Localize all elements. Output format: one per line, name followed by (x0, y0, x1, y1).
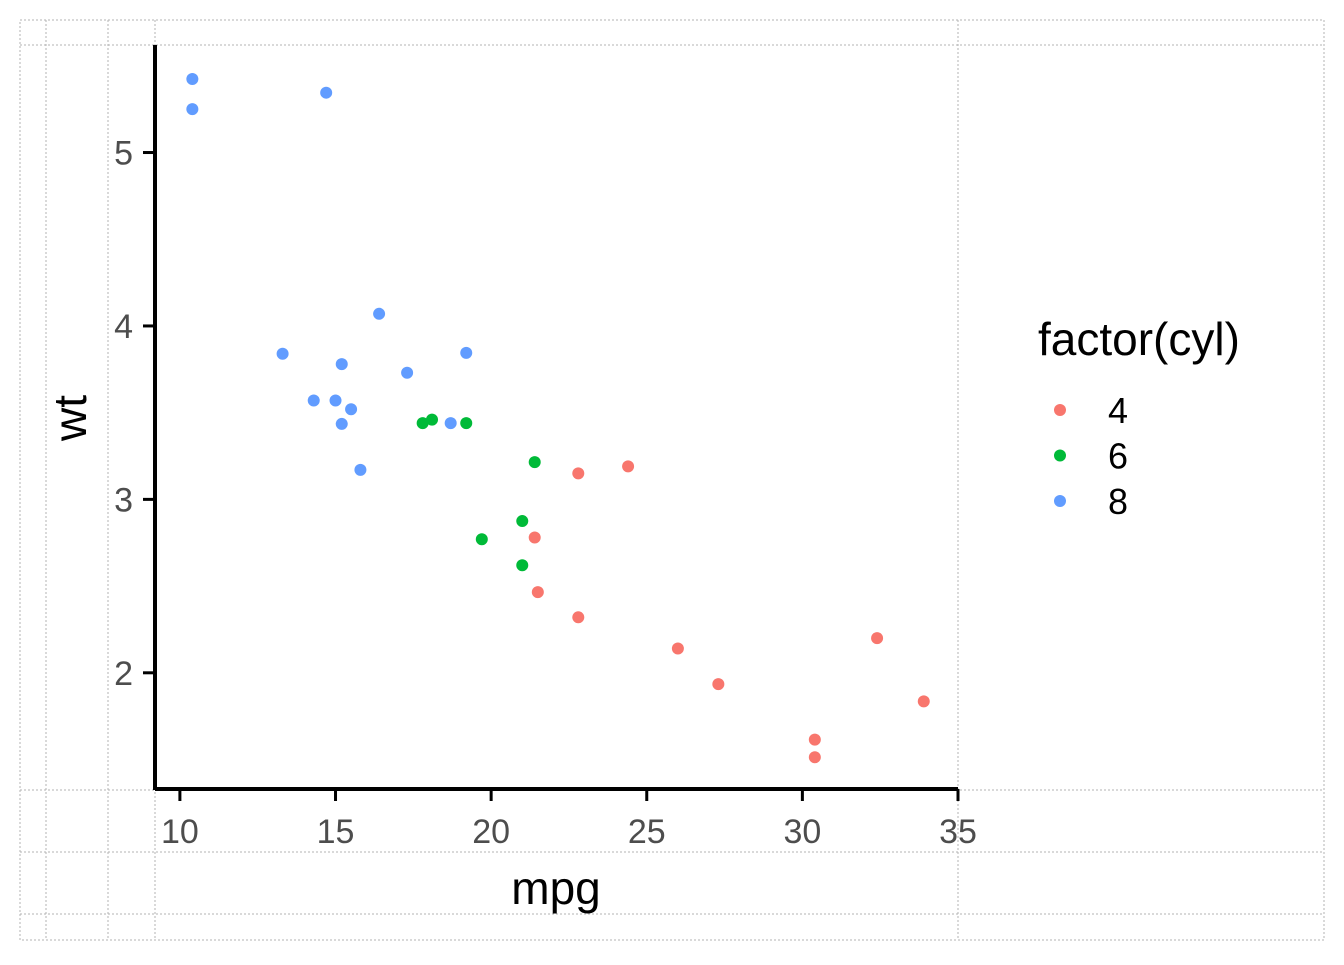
data-point-cyl-8 (329, 394, 342, 407)
y-axis-title: wt (44, 395, 96, 442)
data-point-cyl-6 (516, 515, 529, 528)
data-point-cyl-4 (917, 695, 930, 708)
data-point-cyl-4 (808, 733, 821, 746)
data-point-cyl-8 (186, 103, 199, 116)
data-point-cyl-4 (808, 751, 821, 764)
y-tick-label: 5 (114, 135, 133, 173)
x-tick-label: 10 (161, 813, 199, 851)
data-point-cyl-6 (516, 559, 529, 572)
legend-label-4: 4 (1108, 390, 1128, 431)
data-point-cyl-8 (345, 403, 358, 416)
data-point-cyl-4 (572, 611, 585, 624)
legend: factor(cyl) 4 68 (1038, 313, 1240, 522)
x-tick-label: 20 (472, 813, 510, 851)
x-tick-label: 30 (783, 813, 821, 851)
legend-items: 4 68 (1054, 390, 1128, 522)
legend-label-8: 8 (1108, 481, 1128, 522)
data-point-cyl-6 (460, 417, 473, 430)
data-point-cyl-6 (416, 417, 429, 430)
data-point-cyl-8 (335, 417, 348, 430)
data-point-cyl-8 (276, 347, 289, 360)
legend-title: factor(cyl) (1038, 313, 1240, 365)
data-point-cyl-8 (320, 86, 333, 99)
data-point-cyl-8 (307, 394, 320, 407)
data-point-cyl-8 (460, 346, 473, 359)
data-point-cyl-8 (444, 417, 457, 430)
data-point-cyl-8 (373, 307, 386, 320)
x-axis-title: mpg (511, 862, 600, 914)
layout-guides (19, 19, 1325, 941)
data-point-cyl-6 (475, 533, 488, 546)
data-point-cyl-4 (671, 642, 684, 655)
data-point-cyl-4 (572, 467, 585, 480)
x-tick-label: 15 (317, 813, 355, 851)
y-tick-label: 2 (114, 655, 133, 693)
data-point-cyl-6 (426, 413, 439, 426)
legend-label-6: 6 (1108, 436, 1128, 477)
y-tick-label: 3 (114, 481, 133, 519)
data-point-cyl-4 (871, 632, 884, 645)
data-points (186, 72, 930, 764)
x-tick-label: 25 (628, 813, 666, 851)
data-point-cyl-4 (528, 531, 541, 544)
y-tick-label: 4 (114, 308, 133, 346)
data-point-cyl-8 (335, 358, 348, 371)
data-point-cyl-8 (186, 72, 199, 85)
legend-key-6 (1054, 449, 1066, 462)
data-point-cyl-8 (401, 366, 414, 379)
legend-key-8 (1054, 495, 1066, 507)
x-tick-label: 35 (939, 813, 977, 851)
data-point-cyl-8 (354, 463, 367, 476)
data-point-cyl-4 (531, 586, 544, 599)
y-axis-ticks: 2 3 4 5 (114, 135, 155, 693)
data-point-cyl-4 (712, 678, 725, 691)
legend-key-4 (1054, 404, 1066, 416)
x-axis-ticks: 10 15 20 25 30 35 (161, 789, 977, 851)
data-point-cyl-6 (528, 456, 541, 469)
data-point-cyl-4 (622, 460, 635, 473)
